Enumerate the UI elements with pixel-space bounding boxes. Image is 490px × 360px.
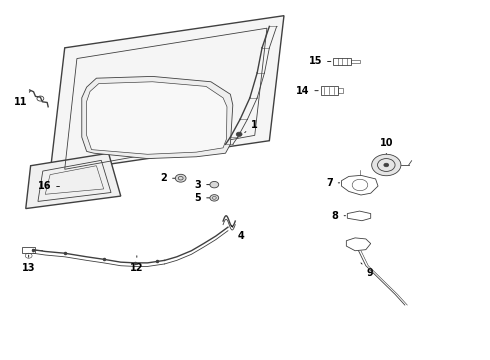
Text: 6: 6 [126, 130, 139, 140]
Text: 13: 13 [22, 255, 35, 273]
Text: 16: 16 [38, 181, 59, 192]
Circle shape [175, 174, 186, 182]
Circle shape [372, 154, 401, 176]
Polygon shape [50, 16, 284, 173]
Text: 1: 1 [245, 120, 258, 132]
Text: 10: 10 [380, 138, 393, 154]
Polygon shape [87, 82, 227, 154]
Text: 12: 12 [130, 256, 144, 273]
Text: 15: 15 [309, 57, 331, 66]
Polygon shape [82, 76, 233, 158]
Bar [338, 88, 343, 93]
Circle shape [210, 181, 219, 188]
Text: 14: 14 [296, 86, 318, 96]
Circle shape [384, 163, 389, 167]
Text: 8: 8 [332, 211, 345, 221]
Circle shape [236, 132, 242, 136]
Bar [351, 60, 360, 63]
Bar [320, 86, 338, 95]
Polygon shape [26, 153, 121, 208]
Text: 4: 4 [231, 226, 245, 241]
Text: 2: 2 [160, 173, 178, 183]
Text: 5: 5 [195, 193, 212, 203]
Text: 3: 3 [195, 180, 212, 190]
Circle shape [210, 195, 219, 201]
Bar [22, 247, 35, 253]
Text: 11: 11 [14, 91, 30, 107]
Bar [333, 58, 351, 65]
Text: 7: 7 [326, 178, 340, 188]
Text: 9: 9 [361, 263, 373, 278]
